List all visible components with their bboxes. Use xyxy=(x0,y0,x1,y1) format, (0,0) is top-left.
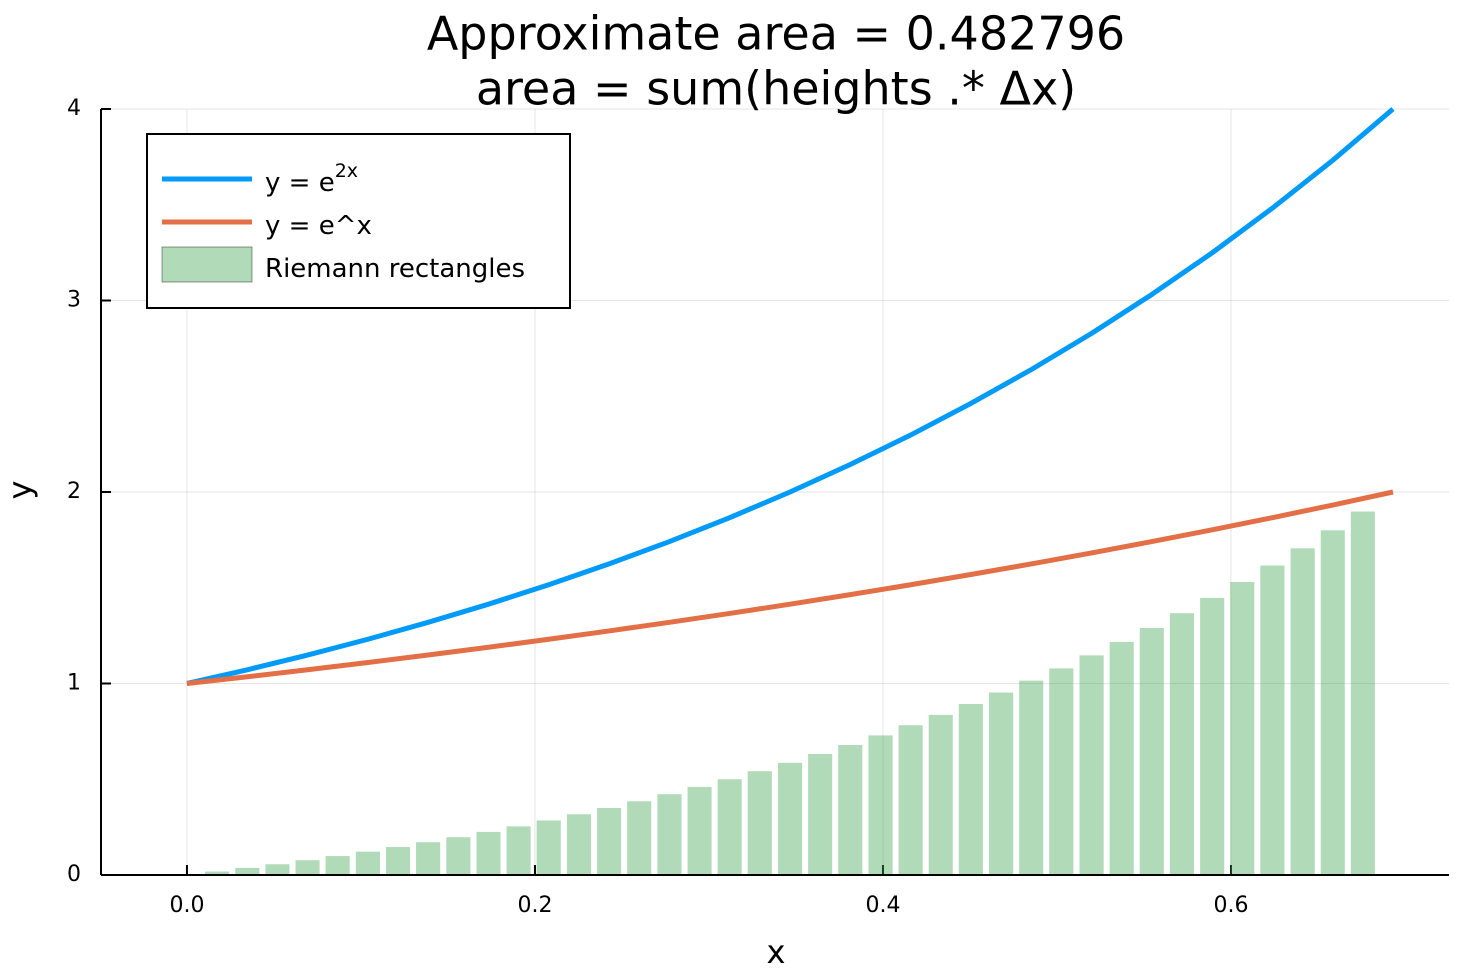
bar xyxy=(597,807,622,875)
bar xyxy=(657,794,682,875)
chart-title: Approximate area = 0.482796 xyxy=(427,7,1125,61)
bar xyxy=(777,762,803,875)
bar xyxy=(747,771,772,875)
bar xyxy=(1049,668,1074,875)
y-tick-label: 2 xyxy=(67,479,81,504)
bar xyxy=(385,847,411,875)
bar xyxy=(1109,641,1134,875)
bar xyxy=(566,814,592,875)
bar xyxy=(1139,627,1164,875)
line xyxy=(186,489,1394,686)
legend: y = e2x y = e^x Riemann rectangles xyxy=(146,133,571,309)
legend-label-text: y = e xyxy=(265,168,335,198)
bar xyxy=(868,735,893,875)
legend-label-sup: 2x xyxy=(335,160,358,182)
bar xyxy=(325,856,350,875)
y-axis-label: y xyxy=(1,481,39,500)
bar xyxy=(958,703,983,875)
bar xyxy=(627,801,652,875)
bar xyxy=(204,871,230,875)
legend-label: y = e2x xyxy=(265,160,358,198)
bar xyxy=(476,831,501,875)
x-tick-label: 0.0 xyxy=(169,893,204,918)
y-tick-label: 3 xyxy=(67,288,81,313)
bar xyxy=(235,867,260,875)
x-tick-label: 0.2 xyxy=(517,893,552,918)
y-tick-label: 4 xyxy=(67,96,81,121)
y-tick-label: 0 xyxy=(67,862,81,887)
bar xyxy=(265,864,290,875)
bar xyxy=(1350,511,1375,875)
bar xyxy=(1019,680,1044,875)
bar xyxy=(1260,565,1285,875)
x-tick-label: 0.4 xyxy=(865,893,900,918)
x-tick-label: 0.6 xyxy=(1213,893,1248,918)
bar xyxy=(1320,530,1345,875)
bar xyxy=(446,837,471,875)
bar xyxy=(295,860,320,875)
legend-label: Riemann rectangles xyxy=(265,254,525,284)
bar xyxy=(1290,548,1315,875)
bar xyxy=(506,826,531,875)
x-axis-label: x xyxy=(767,933,786,971)
bar xyxy=(536,820,561,875)
legend-label-text: y = e^x xyxy=(265,211,372,241)
legend-swatch xyxy=(161,246,253,283)
bar xyxy=(838,744,863,875)
line xyxy=(186,107,1395,686)
bar xyxy=(1230,582,1255,875)
bar xyxy=(687,786,712,875)
bar xyxy=(717,779,742,875)
legend-label-text: Riemann rectangles xyxy=(265,254,525,284)
bar xyxy=(898,725,923,875)
bar xyxy=(989,692,1014,875)
bar xyxy=(928,714,953,875)
legend-label: y = e^x xyxy=(265,211,372,241)
bar xyxy=(416,842,441,875)
bar xyxy=(808,753,833,875)
y-tick-label: 1 xyxy=(67,671,81,696)
bar xyxy=(1169,613,1194,875)
bar xyxy=(1200,597,1225,875)
chart-subtitle: area = sum(heights .* Δx) xyxy=(476,62,1076,116)
bar xyxy=(355,851,380,875)
bar xyxy=(1079,655,1104,875)
